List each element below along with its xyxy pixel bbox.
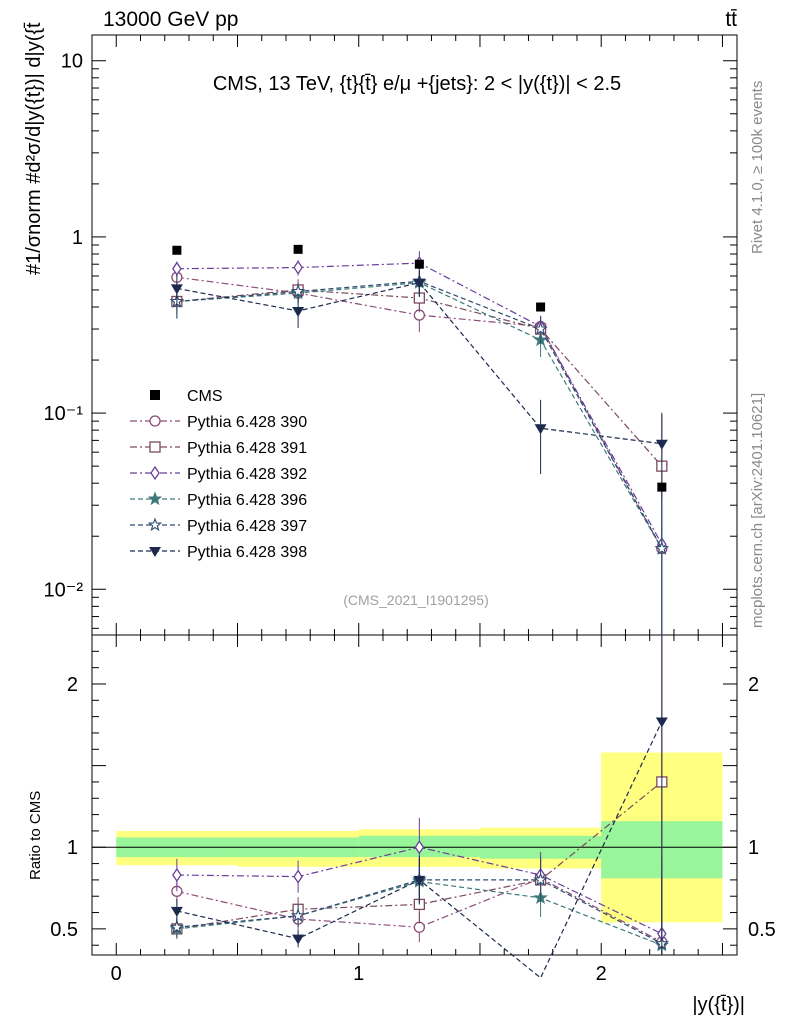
- ratio-point: [172, 867, 182, 883]
- legend-marker: [150, 390, 160, 400]
- cms-data-point: [536, 302, 546, 312]
- cms-data-point: [414, 259, 424, 269]
- legend-item: Pythia 6.428 392: [130, 465, 307, 483]
- x-axis-label: |y({t̄})|: [692, 994, 745, 1016]
- axes: 0 1 2 10 1 10⁻¹ 10⁻² 2 2 1 1 0.5 0.5: [44, 35, 776, 985]
- mcplots-label: mcplots.cern.ch [arXiv:2401.10621]: [749, 393, 766, 628]
- cms-data-point: [172, 245, 182, 255]
- legend-label: Pythia 6.428 390: [187, 414, 307, 431]
- data-point: [170, 284, 183, 295]
- legend-label: Pythia 6.428 398: [187, 544, 307, 561]
- ratio-y-tick-label-right: 2: [748, 674, 759, 696]
- x-tick-label: 1: [353, 963, 364, 985]
- ratio-point: [293, 869, 303, 884]
- ratio-y-tick-label: 0.5: [50, 919, 78, 941]
- y-tick-label: 10⁻²: [44, 579, 84, 601]
- x-tick-label: 2: [596, 963, 607, 985]
- ratio-point: [414, 840, 425, 855]
- ratio-point: [413, 875, 426, 886]
- ratio-y-tick-label: 1: [67, 837, 78, 859]
- chart-title: CMS, 13 TeV, {t}{t̄} e/μ +{jets}: 2 < |y…: [213, 73, 621, 95]
- ratio-point: [290, 908, 306, 922]
- rivet-label: Rivet 4.1.0, ≥ 100k events: [749, 81, 766, 254]
- ratio-panel-frame: [91, 634, 738, 956]
- legend-label: Pythia 6.428 397: [187, 518, 307, 535]
- ratio-y-tick-label: 2: [67, 674, 78, 696]
- legend-item: Pythia 6.428 396: [130, 491, 307, 509]
- y-tick-label: 10: [61, 51, 83, 73]
- ratio-point: [169, 919, 185, 934]
- ratio-point: [655, 717, 668, 728]
- main-series: [169, 244, 670, 635]
- legend-item: Pythia 6.428 390: [130, 414, 307, 431]
- y-axis-label-ratio: Ratio to CMS: [27, 791, 44, 880]
- cms-data-point: [657, 482, 667, 492]
- data-point: [654, 541, 670, 555]
- legend-marker: [150, 465, 160, 481]
- ratio-point: [413, 921, 425, 933]
- analysis-tag: (CMS_2021_I1901295): [343, 592, 489, 608]
- legend-item: Pythia 6.428 397: [130, 517, 307, 535]
- legend-item: Pythia 6.428 398: [130, 544, 307, 561]
- data-point: [293, 260, 303, 275]
- data-point: [533, 321, 548, 336]
- cms-data-point: [293, 244, 303, 254]
- legend-label: Pythia 6.428 392: [187, 466, 307, 483]
- legend-marker: [149, 441, 161, 453]
- data-point: [655, 439, 668, 450]
- x-tick-label: 0: [111, 963, 122, 985]
- legend-label: CMS: [187, 388, 223, 405]
- legend-marker: [147, 517, 163, 532]
- legend-marker: [147, 491, 163, 506]
- legend-marker: [149, 415, 161, 427]
- legend-marker: [149, 547, 161, 557]
- y-tick-label: 1: [72, 227, 83, 249]
- legend-item-cms: CMS: [150, 388, 223, 405]
- ratio-point: [170, 906, 183, 917]
- legend-item: Pythia 6.428 391: [130, 440, 307, 457]
- legend-label: Pythia 6.428 396: [187, 492, 307, 509]
- data-point: [290, 283, 306, 298]
- header-right: tt̄: [725, 8, 737, 31]
- data-point: [534, 424, 547, 435]
- y-axis-label-main: #1/σnorm #d²σ/d|y({t})| d|y({t̄: [23, 22, 45, 275]
- data-point: [292, 306, 305, 317]
- ratio-point: [533, 872, 548, 887]
- ratio-series: [169, 635, 670, 979]
- ratio-y-tick-label-right: 1: [748, 837, 759, 859]
- legend-label: Pythia 6.428 391: [187, 440, 307, 457]
- ratio-y-tick-label-right: 0.5: [748, 919, 776, 941]
- ratio-point: [292, 934, 305, 945]
- data-point: [413, 278, 426, 289]
- legend: CMS Pythia 6.428 390 Pythia 6.428 391 Pythi…: [130, 388, 307, 561]
- header-left: 13000 GeV pp: [103, 8, 238, 31]
- series-line: [176, 281, 662, 445]
- y-tick-label: 10⁻¹: [44, 403, 84, 425]
